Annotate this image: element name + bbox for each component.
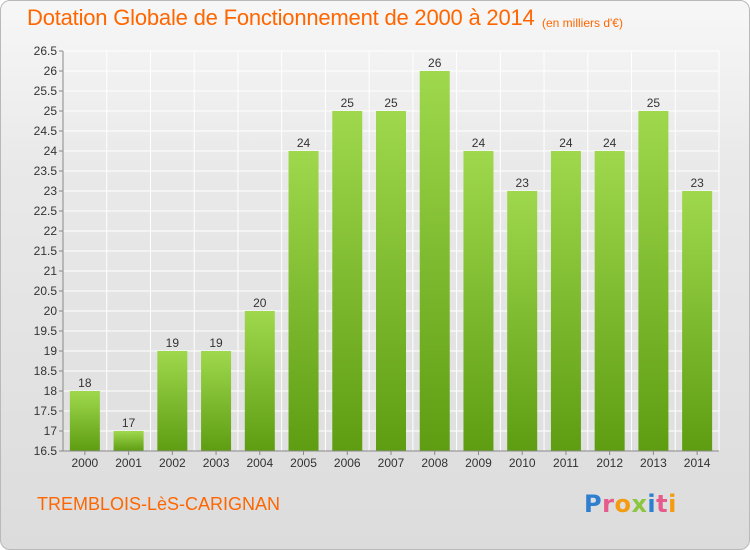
bar-value-label: 18 (78, 376, 92, 390)
y-tick-label: 17.5 (34, 404, 58, 418)
bar-value-label: 19 (166, 336, 180, 350)
bar (113, 431, 144, 451)
bar-value-label: 25 (384, 96, 398, 110)
bar (638, 111, 669, 451)
bar (69, 391, 100, 451)
x-tick-label: 2000 (72, 456, 99, 470)
y-tick-label: 19.5 (34, 324, 58, 338)
y-tick-label: 21.5 (34, 244, 58, 258)
y-tick-label: 20.5 (34, 284, 58, 298)
x-tick-label: 2001 (115, 456, 142, 470)
x-tick-label: 2004 (246, 456, 273, 470)
bar (550, 151, 581, 451)
x-tick-label: 2013 (640, 456, 667, 470)
y-tick-label: 24.5 (34, 124, 58, 138)
y-tick-label: 23.5 (34, 164, 58, 178)
logo-letter: i (647, 490, 657, 518)
logo-letter: t (656, 490, 669, 518)
bar-value-label: 17 (122, 416, 136, 430)
bar-value-label: 24 (297, 136, 311, 150)
bar (244, 311, 275, 451)
logo-letter: o (614, 490, 632, 518)
y-tick-label: 16.5 (34, 444, 58, 458)
bar-value-label: 24 (603, 136, 617, 150)
bar-value-label: 24 (559, 136, 573, 150)
x-tick-label: 2002 (159, 456, 186, 470)
x-tick-label: 2006 (334, 456, 361, 470)
bar-value-label: 20 (253, 296, 267, 310)
bar (419, 71, 450, 451)
bar (682, 191, 713, 451)
y-tick-label: 26 (44, 64, 58, 78)
x-tick-label: 2003 (203, 456, 230, 470)
bar-value-label: 26 (428, 56, 442, 70)
x-tick-label: 2005 (290, 456, 317, 470)
y-tick-label: 26.5 (34, 44, 58, 58)
bar (507, 191, 538, 451)
x-tick-label: 2011 (553, 456, 579, 470)
logo-letter: r (602, 490, 615, 518)
bar-value-label: 23 (690, 176, 704, 190)
y-tick-label: 24 (44, 144, 58, 158)
bar (201, 351, 232, 451)
axes (59, 50, 719, 455)
bar (594, 151, 625, 451)
y-tick-label: 22.5 (34, 204, 58, 218)
x-tick-label: 2007 (378, 456, 405, 470)
logo-letter: P (584, 490, 603, 518)
y-tick-label: 21 (44, 264, 58, 278)
bar (376, 111, 406, 451)
bar-value-label: 19 (209, 336, 223, 350)
bars (69, 71, 713, 451)
chart-subtitle: (en milliers d'€) (542, 16, 623, 30)
y-tick-label: 18.5 (34, 364, 58, 378)
bar-value-label: 23 (516, 176, 530, 190)
logo-letter: x (631, 490, 648, 518)
bar (157, 351, 188, 451)
town-name: TREMBLOIS-LèS-CARIGNAN (37, 494, 281, 514)
y-tick-label: 25 (44, 104, 58, 118)
bar (332, 111, 363, 451)
y-tick-label: 19 (44, 344, 58, 358)
y-tick-label: 23 (44, 184, 58, 198)
y-tick-label: 17 (44, 424, 58, 438)
y-tick-label: 25.5 (34, 84, 58, 98)
labels: 16.5 17 17.5 18 18.5 19 19.5 20 20.5 21 21.5 22 22.5… (34, 44, 711, 470)
proxiti-logo[interactable]: Proxiti (584, 490, 677, 518)
x-tick-label: 2009 (465, 456, 492, 470)
y-tick-label: 22 (44, 224, 58, 238)
bar-value-label: 24 (472, 136, 486, 150)
x-tick-label: 2012 (596, 456, 623, 470)
chart-title: Dotation Globale de Fonctionnement de 20… (27, 5, 535, 30)
bar (463, 151, 494, 451)
x-tick-label: 2010 (509, 456, 536, 470)
bar-value-label: 25 (341, 96, 355, 110)
bar-value-label: 25 (647, 96, 661, 110)
x-tick-label: 2014 (684, 456, 711, 470)
bar (288, 151, 319, 451)
y-tick-label: 20 (44, 304, 58, 318)
logo-letter: i (668, 490, 677, 518)
x-tick-label: 2008 (421, 456, 448, 470)
y-tick-label: 18 (44, 384, 58, 398)
